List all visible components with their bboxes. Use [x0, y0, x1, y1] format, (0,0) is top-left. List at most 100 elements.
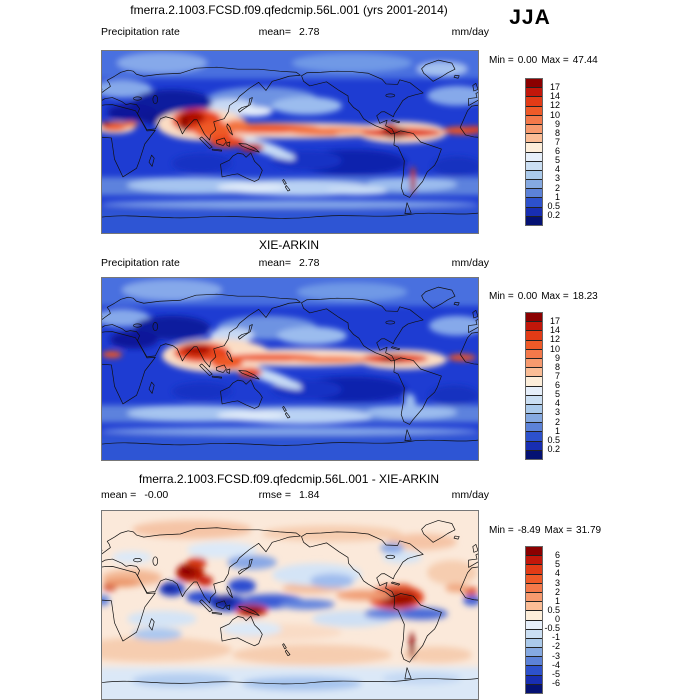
map-difference: [101, 510, 479, 700]
colorbar-segment: [526, 188, 542, 198]
panel3-title: fmerra.2.1003.FCSD.f09.qfedcmip.56L.001 …: [138, 472, 440, 486]
min-label: Min =: [489, 525, 514, 536]
panel3-minmax: Min = -8.49 Max = 31.79: [489, 525, 605, 536]
colorbar-segment: [526, 647, 542, 657]
colorbar-segment: [526, 601, 542, 611]
colorbar-segment: [526, 656, 542, 666]
colorbar-tick-label: 9: [554, 352, 560, 363]
colorbar-tick-label: 0.5: [547, 200, 560, 211]
colorbar-segment: [526, 96, 542, 106]
colorbar-segment: [526, 114, 542, 124]
season-label: JJA: [509, 6, 551, 29]
colorbar-segment: [526, 637, 542, 648]
panel1-minmax: Min = 0.00 Max = 47.44: [489, 55, 602, 66]
colorbar-segment: [526, 330, 542, 340]
colorbar-segment: [526, 215, 542, 225]
rmse-label: rmse =: [258, 489, 291, 501]
colorbar-tick-label: 0.5: [547, 434, 560, 445]
colorbar-tick-label: 0: [554, 614, 560, 624]
colorbar-tick-label: 4: [554, 164, 560, 175]
panel2-minmax: Min = 0.00 Max = 18.23: [489, 291, 602, 302]
colorbar-tick-label: 10: [549, 343, 560, 354]
colorbar-tick-label: 10: [549, 109, 560, 120]
max-label: Max =: [541, 291, 569, 302]
field-label-text: Precipitation rate: [101, 26, 180, 38]
colorbar-tick-label: 8: [554, 127, 560, 138]
colorbar-segment: [526, 313, 542, 322]
min-label: Min =: [489, 291, 514, 302]
colorbar-segment: [526, 357, 542, 368]
colorbar-tick-label: -6: [551, 677, 560, 688]
colorbar-segment: [526, 665, 542, 675]
colorbar-segment: [526, 582, 542, 592]
panel2-colorbar: [525, 312, 543, 460]
max-value: 18.23: [572, 291, 598, 302]
colorbar-tick-label: 17: [549, 82, 560, 93]
colorbar-tick-label: 17: [549, 316, 560, 327]
colorbar-tick-label: 3: [554, 173, 560, 184]
panel3-mean: mean = -0.00: [101, 489, 168, 501]
colorbar-tick-label: 3: [554, 407, 560, 418]
colorbar-tick-label: 4: [554, 568, 560, 579]
min-value: 0.00: [517, 291, 538, 302]
colorbar-segment: [526, 105, 542, 115]
colorbar-segment: [526, 179, 542, 189]
colorbar-segment: [526, 321, 542, 331]
colorbar-segment: [526, 674, 542, 684]
colorbar-segment: [526, 628, 542, 638]
panel3-colorbar-ticks: 6 5 4 3 2 1 0.5 0 -0.5 -1 -2 -3 -4 -5 -6: [544, 546, 560, 692]
colorbar-segment: [526, 440, 542, 450]
map-obs-precipitation: [101, 277, 479, 461]
colorbar-segment: [526, 197, 542, 207]
colorbar-segment: [526, 547, 542, 556]
min-value: 0.00: [517, 55, 538, 66]
colorbar-tick-label: 6: [554, 380, 560, 390]
colorbar-segment: [526, 123, 542, 134]
colorbar-segment: [526, 413, 542, 423]
colorbar-tick-label: 6: [554, 550, 560, 561]
colorbar-segment: [526, 169, 542, 180]
colorbar-tick-label: 2: [554, 416, 560, 427]
colorbar-segment: [526, 376, 542, 386]
colorbar-tick-label: 8: [554, 361, 560, 372]
panel1-units: mm/day: [451, 26, 489, 38]
max-value: 47.44: [572, 55, 598, 66]
map-model-precipitation: [101, 50, 479, 234]
colorbar-segment: [526, 339, 542, 349]
colorbar-segment: [526, 403, 542, 414]
colorbar-segment: [526, 142, 542, 152]
colorbar-tick-label: 1: [554, 191, 560, 202]
max-label: Max =: [544, 525, 573, 536]
colorbar-segment: [526, 79, 542, 88]
colorbar-tick-label: 3: [554, 577, 560, 588]
mean-value: 2.78: [298, 257, 320, 269]
min-label: Min =: [489, 55, 514, 66]
panel2-title: XIE-ARKIN: [258, 238, 319, 252]
mean-label: mean=: [258, 257, 291, 269]
colorbar-tick-label: -1: [551, 632, 560, 643]
panel3-colorbar: [525, 546, 543, 694]
colorbar-tick-label: 14: [549, 91, 560, 102]
colorbar-segment: [526, 564, 542, 574]
colorbar-segment: [526, 151, 542, 161]
panel2-mean: mean= 2.78: [101, 257, 477, 269]
colorbar-tick-label: 4: [554, 398, 560, 409]
colorbar-tick-label: 6: [554, 146, 560, 156]
colorbar-segment: [526, 385, 542, 395]
panel2-colorbar-ticks: 17 14 12 10 9 8 7 6 5 4 3 2 1 0.5 0.2: [545, 312, 560, 458]
colorbar-segment: [526, 394, 542, 404]
colorbar-segment: [526, 555, 542, 565]
mean-label: mean=: [258, 26, 291, 38]
colorbar-tick-label: 5: [554, 155, 560, 166]
panel3-units: mm/day: [451, 489, 489, 501]
colorbar-segment: [526, 431, 542, 441]
colorbar-segment: [526, 591, 542, 602]
max-label: Max =: [541, 55, 569, 66]
colorbar-tick-label: 9: [554, 118, 560, 129]
colorbar-tick-label: -2: [551, 641, 560, 652]
colorbar-segment: [526, 348, 542, 358]
panel1-title: fmerra.2.1003.FCSD.f09.qfedcmip.56L.001 …: [130, 3, 448, 17]
min-value: -8.49: [517, 525, 541, 536]
panel2-units: mm/day: [451, 257, 489, 269]
